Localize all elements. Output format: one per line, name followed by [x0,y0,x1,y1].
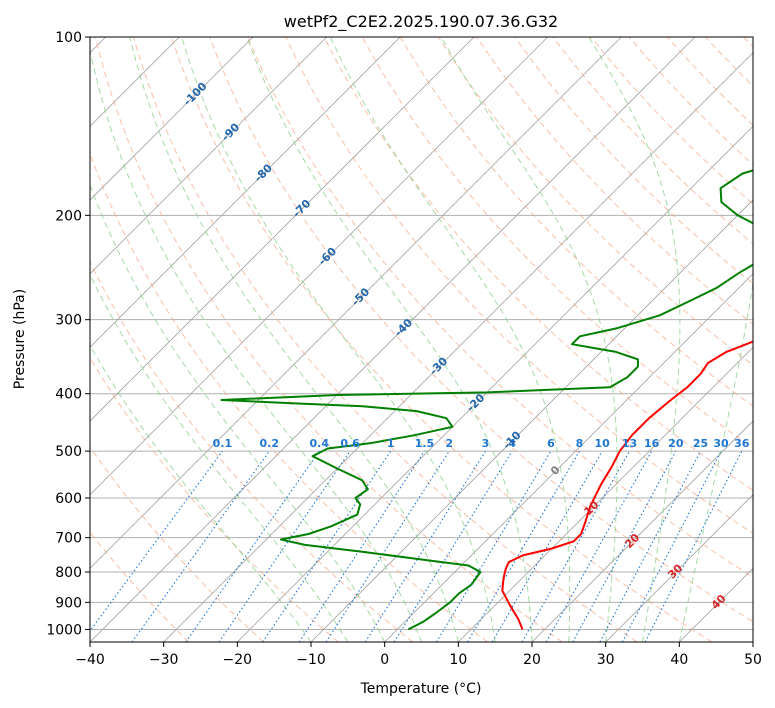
moist-adiabat-line [129,37,459,642]
x-tick-label: 30 [597,652,615,668]
isotherm-line [605,494,753,642]
isotherm-line [90,37,622,569]
dry-adiabat-line [247,37,753,578]
mixing-ratio-label: 0.4 [310,437,330,450]
x-tick-label: 10 [449,652,467,668]
x-tick-label: 40 [670,652,688,668]
x-tick-label: 0 [380,652,389,668]
dry-adiabat-line [514,37,753,285]
mixing-ratio-line [185,450,320,642]
mixing-ratio-line [218,450,351,642]
mixing-ratio-line [364,450,486,642]
y-tick-label: 700 [55,531,82,547]
isotherm-line [90,37,327,275]
mixing-ratio-line [572,450,677,642]
dry-adiabat-line [171,37,712,642]
isotherm-line [90,37,401,348]
dry-adiabat-line [94,37,563,642]
isotherm-line [384,273,753,642]
dry-adiabat-line [285,37,753,535]
moist-adiabat-line [90,273,349,642]
dry-adiabat-line [90,446,264,642]
y-tick-label: 100 [55,30,82,46]
x-tick-label: −10 [296,652,326,668]
isotherm-line [90,37,254,201]
x-tick-label: 20 [523,652,541,668]
moist-adiabat-line [181,37,496,642]
mixing-ratio-line [393,450,513,642]
isotherm-line [90,37,548,496]
moist-adiabat-line [678,37,753,642]
mixing-ratio-label: 3 [482,437,490,450]
moist-adiabat-line [90,47,422,642]
mixing-ratio-label: 10 [594,437,610,450]
moist-adiabat-line [90,183,386,642]
mixing-ratio-label: 6 [547,437,555,450]
x-axis-title: Temperature (°C) [360,681,482,697]
x-tick-label: −20 [223,652,253,668]
mixing-ratio-label: 8 [576,437,584,450]
y-tick-label: 500 [55,444,82,460]
mixing-ratio-label: 13 [622,437,637,450]
y-tick-label: 1000 [46,622,82,638]
mixing-ratio-label: 1 [387,437,395,450]
mixing-ratio-line [491,450,603,642]
mixing-ratio-line [521,450,630,642]
y-tick-label: 800 [55,565,82,581]
isotherm-line [90,37,475,422]
isotherm-line [237,125,753,642]
mixing-ratio-label: 0.2 [260,437,280,450]
isotherm-line [163,52,753,642]
mixing-ratio-label: 1.5 [415,437,435,450]
moist-adiabat-line [246,37,533,642]
moist-adiabat-line [440,37,618,642]
isotherm-line [531,420,753,642]
mixing-ratio-label: 16 [644,437,660,450]
mixing-ratio-label: 4 [508,437,516,450]
dry-adiabat-line [476,37,753,325]
y-tick-label: 600 [55,491,82,507]
y-tick-label: 400 [55,387,82,403]
isotherm-line [458,346,753,642]
mixing-ratio-line [467,450,580,642]
y-axis: 1000 900 800 700 600 500 400 300 200 100 [46,30,90,638]
moist-adiabat-line [90,344,312,642]
y-axis-title: Pressure (hPa) [12,289,28,389]
dry-adiabat-line [90,356,339,642]
isotherm-line [90,37,696,642]
dry-adiabat-line [132,37,638,642]
sounding-profiles [220,169,753,631]
mixing-ratio-label: 25 [693,437,708,450]
mixing-ratio-line [435,450,552,642]
mixing-ratio-label: 20 [668,437,684,450]
temperature-profile-line [501,340,753,630]
y-tick-label: 300 [55,313,82,329]
dewpoint-profile-line [220,169,753,631]
mixing-ratio-line [545,450,653,642]
dry-adiabat-line [90,260,414,642]
x-tick-label: 50 [744,652,762,668]
plot-frame [89,36,754,643]
mixing-ratio-label: 0.1 [213,437,233,450]
moist-adiabat-line [588,37,681,642]
chart-title: wetPf2_C2E2.2025.190.07.36.G32 [284,12,558,32]
x-axis: −40 −30 −20 −10 0 10 20 30 40 50 [75,642,762,668]
mixing-ratio-label: 30 [713,437,729,450]
background-lines [90,37,753,642]
mixing-ratio-label: 36 [734,437,750,450]
y-tick-label: 900 [55,595,82,611]
dry-adiabat-line [209,37,753,623]
mixing-ratio-line [325,450,450,642]
x-tick-label: −30 [149,652,179,668]
mixing-ratio-label: 0.6 [340,437,360,450]
x-tick-label: −40 [75,652,105,668]
dry-adiabat-line [323,37,753,491]
y-tick-label: 200 [55,208,82,224]
mixing-ratio-label: 2 [445,437,453,450]
